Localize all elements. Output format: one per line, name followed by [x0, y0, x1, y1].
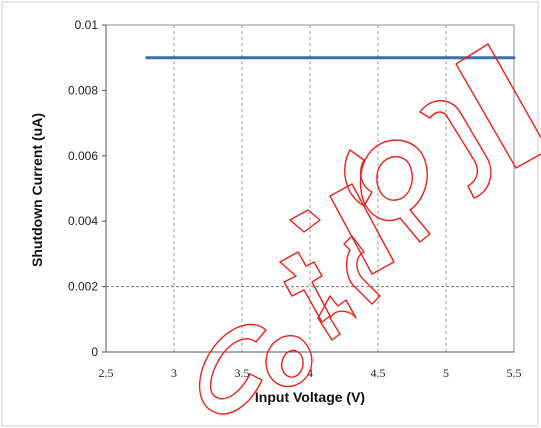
x-tick-label: 4.5 — [371, 366, 386, 380]
y-tick-label: 0.002 — [68, 280, 98, 294]
x-tick-label: 4 — [307, 366, 313, 380]
confidential-watermark — [198, 43, 541, 415]
y-tick-label: 0.006 — [68, 149, 98, 163]
gridlines — [106, 25, 514, 352]
y-tick-label: 0.004 — [68, 214, 98, 228]
x-tick-label: 5.5 — [507, 366, 522, 380]
tick-labels: 0 0.002 0.004 0.006 0.008 0.01 2.5 3 3.5 4 4.5 5 5.5 — [68, 18, 522, 380]
x-tick-label: 5 — [443, 366, 449, 380]
y-axis-title: Shutdown Current (uA) — [29, 113, 45, 267]
y-tick-label: 0 — [91, 345, 98, 359]
y-tick-label: 0.01 — [75, 18, 99, 32]
x-tick-label: 2.5 — [99, 366, 114, 380]
x-tick-label: 3.5 — [235, 366, 250, 380]
y-tick-label: 0.008 — [68, 83, 98, 97]
x-axis-title: Input Voltage (V) — [255, 389, 365, 405]
x-tick-label: 3 — [171, 366, 177, 380]
